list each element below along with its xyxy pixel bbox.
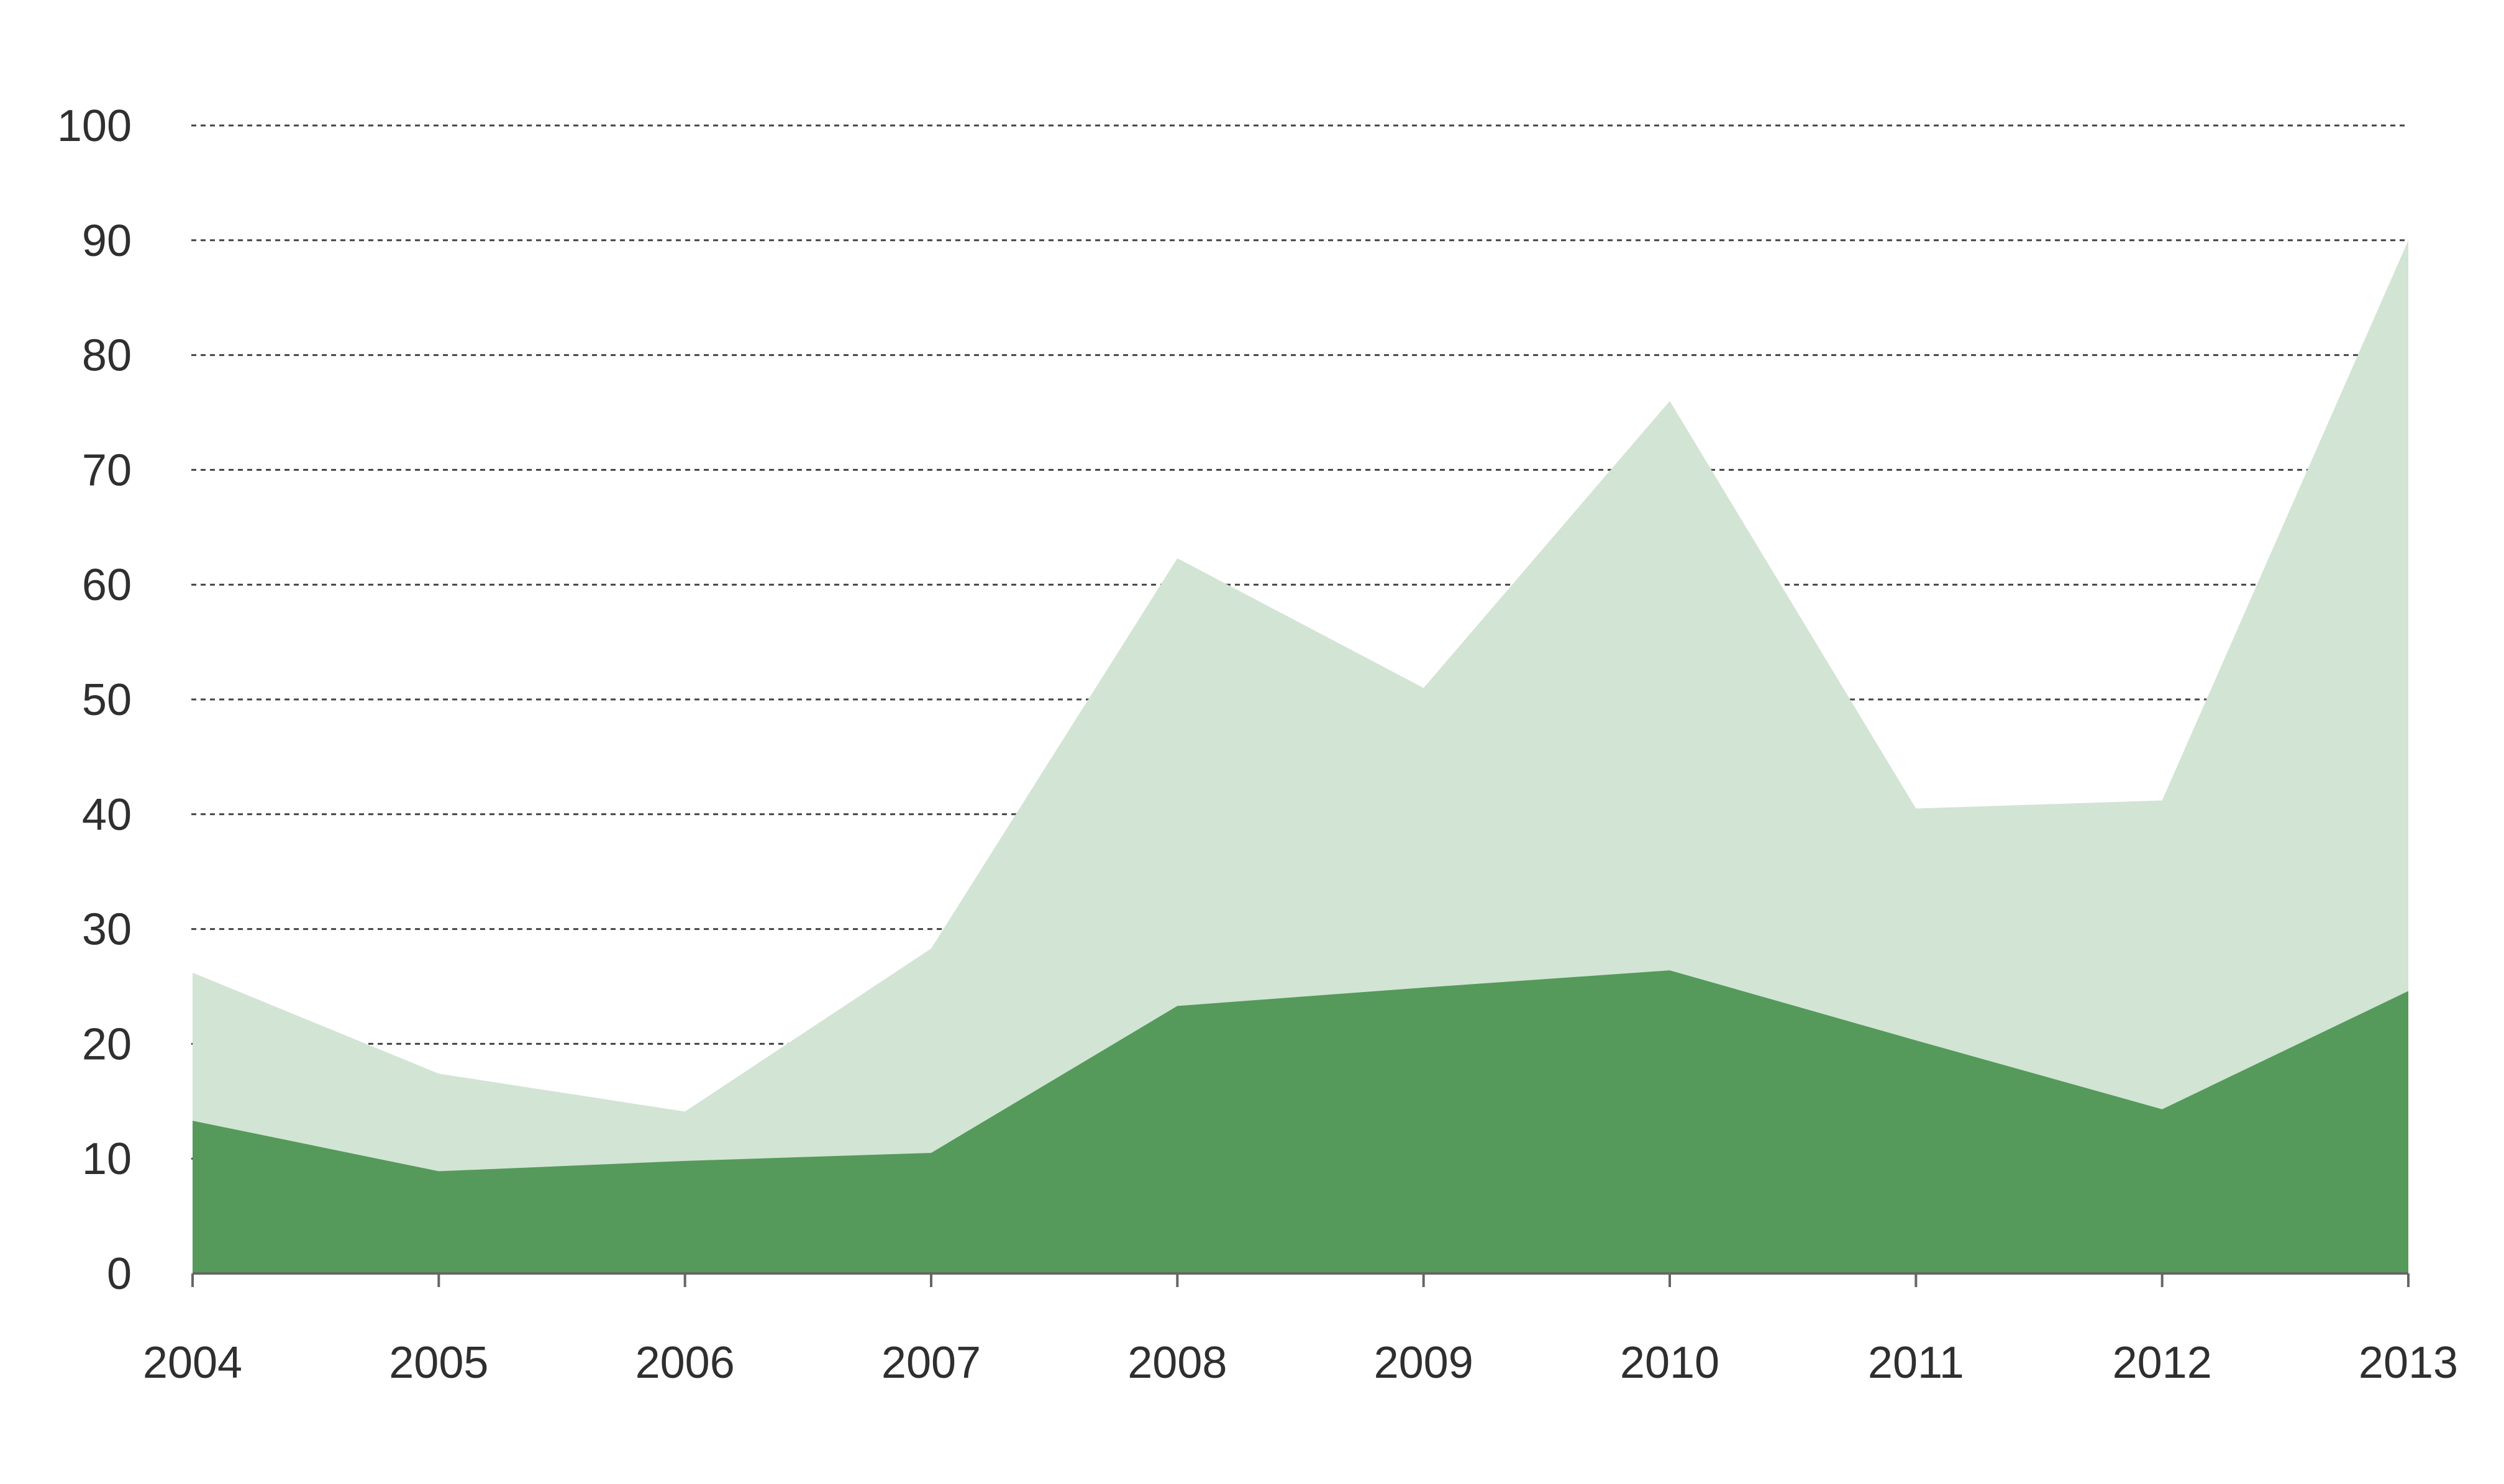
y-axis-tick-labels: 0 10 20 30 40 50 60 70 80 90 100 (57, 101, 132, 1299)
x-tick-label: 2010 (1620, 1338, 1719, 1388)
x-tick-label: 2013 (2359, 1338, 2458, 1388)
y-tick-label: 50 (82, 675, 132, 725)
series-1-area (193, 970, 2408, 1273)
x-axis-tick-labels: 2004 2005 2006 2007 2008 2009 2010 2011 2012 2013 (143, 1338, 2458, 1388)
x-tick-label: 2011 (1868, 1338, 1964, 1388)
y-tick-label: 60 (82, 560, 132, 610)
x-tick-label: 2007 (881, 1338, 981, 1388)
x-tick-label: 2006 (635, 1338, 735, 1388)
series-0-area (193, 240, 2408, 1273)
x-tick-label: 2009 (1374, 1338, 1473, 1388)
y-tick-label: 0 (107, 1249, 132, 1299)
x-axis (191, 1272, 2410, 1287)
x-tick-label: 2005 (389, 1338, 488, 1388)
y-tick-label: 10 (82, 1134, 132, 1184)
y-tick-label: 90 (82, 216, 132, 266)
y-tick-label: 40 (82, 790, 132, 840)
x-tick-label: 2012 (2113, 1338, 2212, 1388)
x-tick-label: 2008 (1127, 1338, 1227, 1388)
x-tick-label: 2004 (143, 1338, 242, 1388)
y-tick-label: 80 (82, 331, 132, 381)
series-areas (193, 240, 2408, 1273)
y-tick-label: 20 (82, 1019, 132, 1069)
y-tick-label: 100 (57, 101, 132, 151)
y-tick-label: 70 (82, 445, 132, 495)
y-tick-label: 30 (82, 905, 132, 955)
